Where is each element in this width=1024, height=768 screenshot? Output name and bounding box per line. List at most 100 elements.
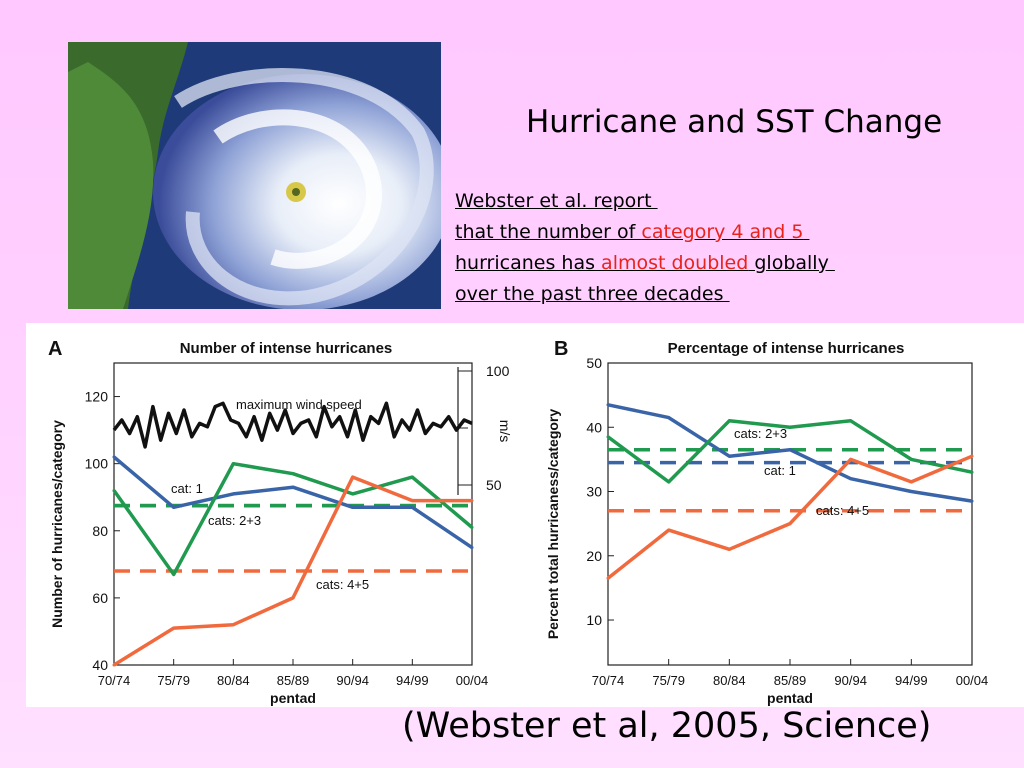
summary-line-3-tail: globally [748,252,835,274]
y-axis-label: Percent total hurricaness/category [545,409,561,640]
y2-axis-label: m/s [497,420,513,443]
summary-line-2-text: that the number of [455,221,642,243]
data-point [909,490,913,494]
x-tick-label: 90/94 [834,673,867,688]
summary-line-2-tail [803,221,809,243]
y-tick-label: 10 [586,612,602,628]
x-tick-label: 75/79 [652,673,685,688]
data-point [291,472,295,476]
data-point [970,470,974,474]
max-wind-speed-label: maximum wind speed [236,397,362,412]
data-point [112,489,116,493]
x-axis-label: pentad [270,690,316,706]
summary-line-3: hurricanes has almost doubled globally [455,248,835,279]
series-label: cats: 2+3 [208,513,261,528]
panel-letter: B [554,338,568,360]
x-tick-label: 80/84 [217,673,250,688]
x-tick-label: 94/99 [895,673,928,688]
y-tick-label: 120 [85,389,109,405]
data-point [470,499,474,503]
data-point [172,626,176,630]
data-point [727,547,731,551]
data-point [351,492,355,496]
y-tick-label: 50 [586,355,602,371]
data-point [606,435,610,439]
summary-line-3-text: hurricanes has [455,252,602,274]
data-point [849,419,853,423]
x-tick-label: 90/94 [336,673,369,688]
series-line-0 [607,403,973,503]
data-point [231,492,235,496]
data-point [410,505,414,509]
data-point [788,448,792,452]
series-line-1 [112,461,474,577]
summary-line-4-text: over the past three decades [455,283,730,305]
charts-panel: A Number of intense hurricanes 40 60 80 100 12… [26,323,1024,707]
y-tick-label: 100 [85,456,109,472]
data-point [788,522,792,526]
x-tick-label: 94/99 [396,673,429,688]
data-point [112,455,116,459]
slide-title: Hurricane and SST Change [526,104,943,140]
data-point [172,505,176,509]
summary-line-4: over the past three decades [455,279,835,310]
data-point [470,546,474,550]
data-point [410,475,414,479]
data-point [849,457,853,461]
data-point [727,454,731,458]
data-point [667,528,671,532]
series-label: cats: 2+3 [734,426,787,441]
data-point [231,623,235,627]
chart-title: Number of intense hurricanes [180,340,393,357]
citation: (Webster et al, 2005, Science) [402,706,932,746]
series-label: cat: 1 [764,463,796,478]
y2-tick-label: 100 [486,363,510,379]
panel-letter: A [48,338,62,360]
data-point [788,425,792,429]
series-label: cats: 4+5 [816,503,869,518]
data-point [849,477,853,481]
data-point [606,403,610,407]
data-point [667,480,671,484]
summary-line-2: that the number of category 4 and 5 [455,217,835,248]
charts-svg: A Number of intense hurricanes 40 60 80 100 12… [48,338,989,706]
data-point [351,475,355,479]
hurricane-satellite-photo [68,42,441,309]
x-axis-label: pentad [767,690,813,706]
data-point [172,572,176,576]
summary-line-1-text: Webster et al. report [455,190,658,212]
data-point [231,462,235,466]
y-axis-label: Number of hurricanes/category [49,420,65,628]
x-tick-label: 00/04 [956,673,989,688]
x-tick-label: 75/79 [157,673,190,688]
y-tick-label: 60 [92,590,108,606]
data-point [112,663,116,667]
y-tick-label: 40 [92,657,108,673]
x-tick-label: 70/74 [592,673,625,688]
max-wind-speed-line [112,401,473,449]
x-tick-label: 70/74 [98,673,131,688]
x-tick-label: 80/84 [713,673,746,688]
highlight-almost-doubled: almost doubled [601,252,749,274]
plot-frame-B [607,362,973,666]
highlight-category-4-5: category 4 and 5 [641,221,804,243]
y-tick-label: 20 [586,548,602,564]
data-point [351,505,355,509]
data-point [606,576,610,580]
data-point [410,499,414,503]
x-tick-label: 85/89 [277,673,310,688]
data-point [470,525,474,529]
data-point [667,416,671,420]
data-point [970,454,974,458]
summary-line-1: Webster et al. report [455,186,835,217]
data-point [291,485,295,489]
series-label: cat: 1 [171,481,203,496]
y-tick-label: 80 [92,523,108,539]
x-tick-label: 85/89 [774,673,807,688]
data-point [970,499,974,503]
series-label: cats: 4+5 [316,577,369,592]
y2-tick-label: 50 [486,477,502,493]
x-tick-label: 00/04 [456,673,489,688]
y-tick-label: 30 [586,484,602,500]
summary-text: Webster et al. report that the number of… [455,186,835,310]
